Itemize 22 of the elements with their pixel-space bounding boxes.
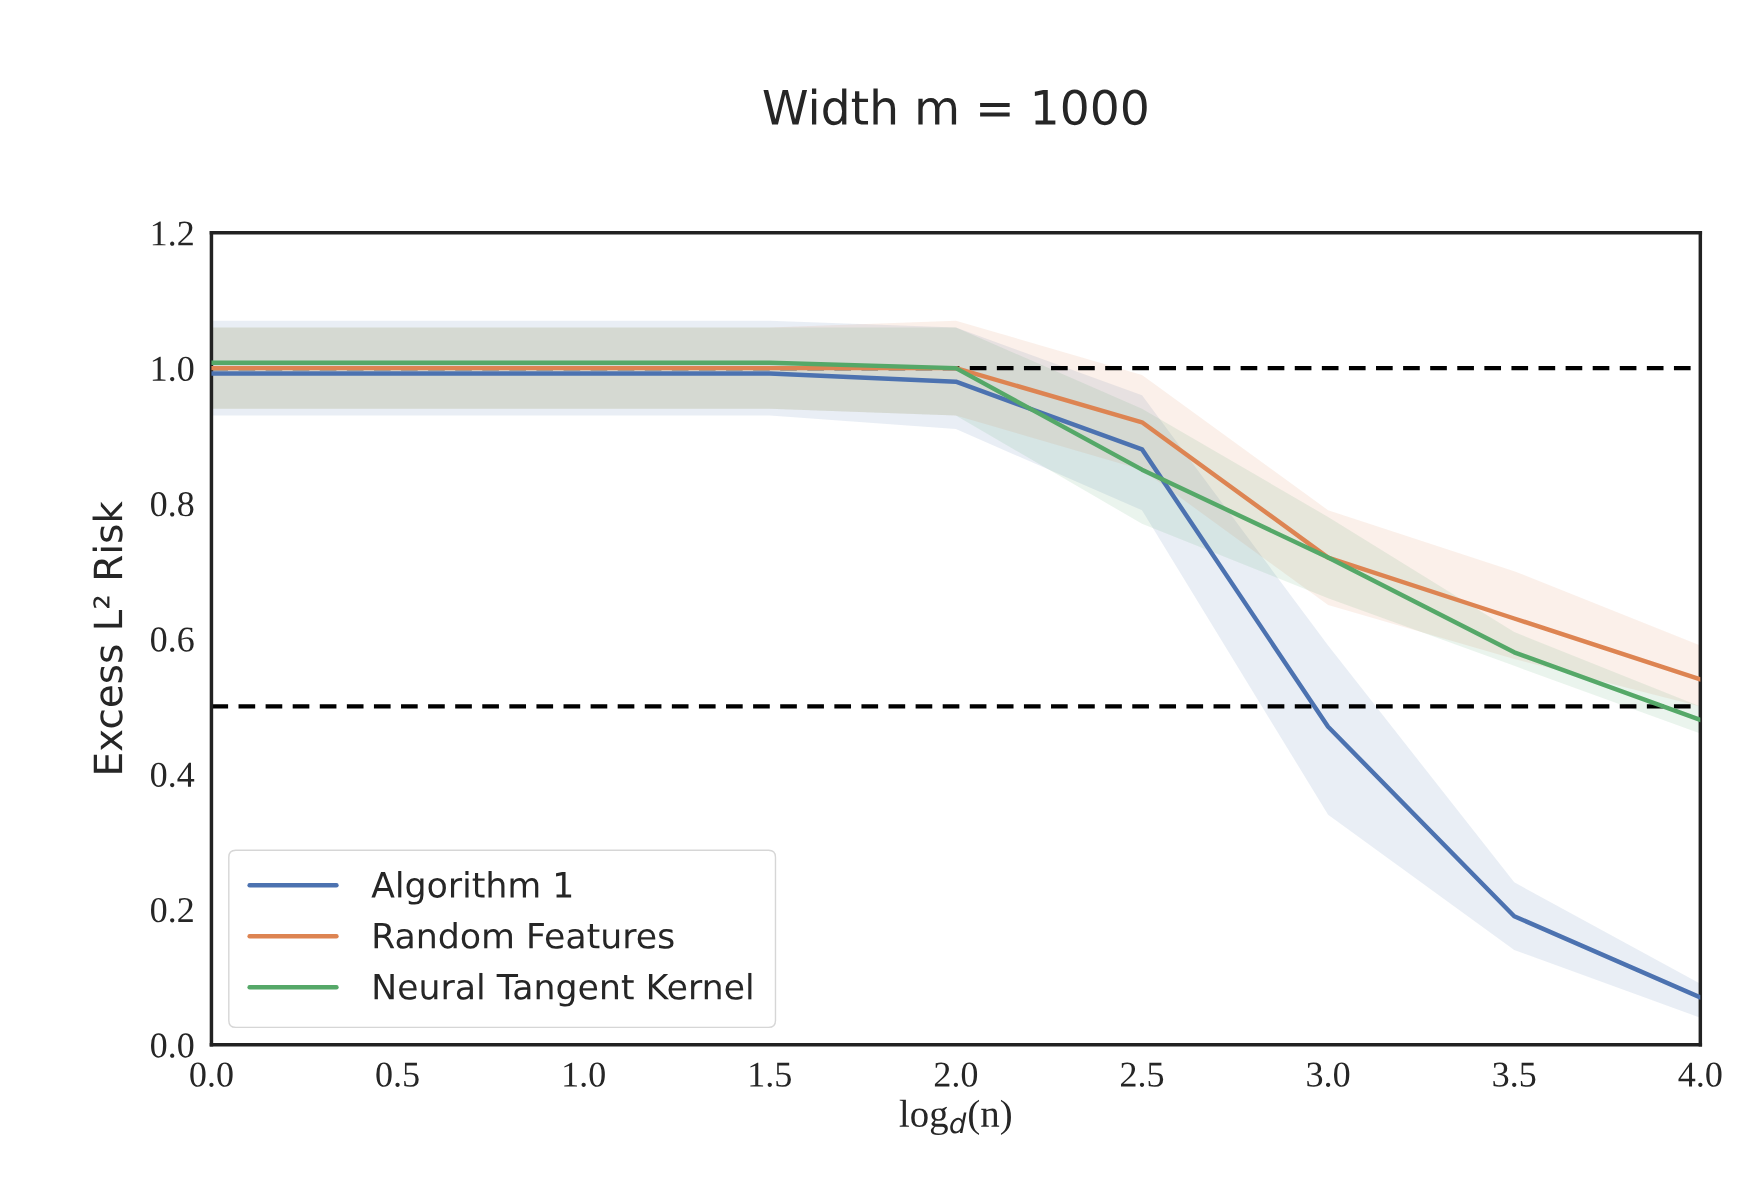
x-tick-label: 3.5 <box>1493 1062 1536 1087</box>
x-tick-label: 0.0 <box>190 1062 233 1087</box>
x-tick-label: 2.5 <box>1121 1062 1164 1087</box>
y-tick-label: 0.8 <box>151 491 194 517</box>
y-tick-label: 0.4 <box>151 762 195 788</box>
x-tick-label: 0.5 <box>376 1062 419 1087</box>
x-tick-label: 1.0 <box>564 1062 605 1087</box>
x-axis-title: log$_{d}$(n) <box>899 1099 1011 1136</box>
x-tick-label: 3.0 <box>1307 1062 1350 1087</box>
y-axis-title: Excess L² Risk <box>92 501 123 773</box>
y-tick-label: 0.6 <box>151 627 194 652</box>
x-tick-label: 4.0 <box>1678 1062 1722 1087</box>
y-tick-label: 1.2 <box>152 221 193 246</box>
legend-label: Algorithm 1 <box>371 871 572 905</box>
legend-label: Neural Tangent Kernel <box>374 972 752 1007</box>
chart-title: Width m = 1000 <box>763 88 1147 126</box>
y-tick-label: 0.0 <box>151 1033 194 1058</box>
x-tick-label: 1.5 <box>750 1062 791 1087</box>
y-tick-label: 1.0 <box>152 356 194 382</box>
y-tick-label: 0.2 <box>151 897 193 923</box>
x-tick-label: 2.0 <box>934 1062 978 1087</box>
legend-label: Random Features <box>374 921 674 949</box>
